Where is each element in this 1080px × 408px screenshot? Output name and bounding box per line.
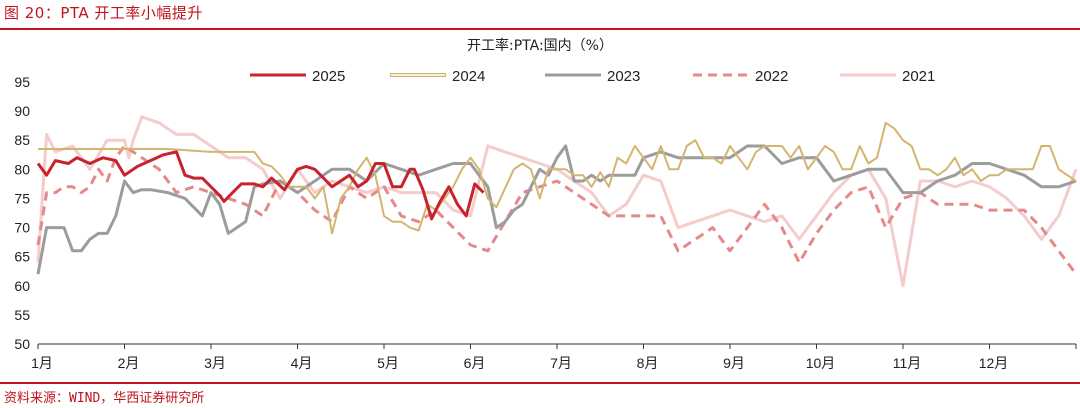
legend-item-2025: 2025 — [250, 68, 345, 85]
series-line-2022 — [36, 144, 1078, 275]
y-tick-label: 70 — [14, 220, 30, 236]
legend-item-2021: 2021 — [840, 68, 935, 85]
legend: 2025 2024 2023 2022 2021 — [250, 68, 935, 85]
series-line-2024 — [38, 121, 1077, 235]
y-tick-label: 65 — [14, 249, 30, 265]
chart-title: 开工率:PTA:国内（%） — [467, 37, 613, 54]
x-tick-label: 2月 — [118, 355, 140, 371]
legend-label: 2022 — [755, 68, 788, 85]
x-tick-label: 10月 — [806, 355, 836, 371]
legend-item-2023: 2023 — [545, 68, 640, 85]
legend-label: 2021 — [902, 68, 935, 85]
source-note: 资料来源：WIND，华西证券研究所 — [4, 391, 205, 406]
x-tick-label: 8月 — [637, 355, 659, 371]
figure-title: 图 20：PTA 开工率小幅提升 — [4, 4, 203, 22]
x-tick-label: 3月 — [204, 355, 226, 371]
y-tick-label: 90 — [14, 103, 30, 119]
bottom-rule — [0, 382, 1080, 384]
x-tick-label: 6月 — [464, 355, 486, 371]
x-tick-label: 1月 — [31, 355, 53, 371]
y-tick-label: 85 — [14, 132, 30, 148]
series-line-2025 — [36, 150, 485, 221]
legend-label: 2025 — [312, 68, 345, 85]
y-tick-label: 55 — [14, 307, 30, 323]
top-rule — [0, 28, 1080, 30]
legend-item-2022: 2022 — [693, 68, 788, 85]
x-tick-label: 9月 — [723, 355, 745, 371]
series-line-2023 — [36, 144, 1077, 275]
series-line-2021 — [36, 115, 1078, 288]
y-tick-label: 80 — [14, 161, 30, 177]
y-tick-label: 50 — [14, 336, 30, 352]
plot-area — [36, 115, 1078, 288]
x-axis: 1月 2月 3月 4月 5月 6月 7月 8月 9月 10月 11月 12月 — [31, 343, 1077, 371]
x-tick-label: 11月 — [893, 355, 922, 371]
legend-label: 2023 — [607, 68, 640, 85]
x-tick-label: 12月 — [979, 355, 1009, 371]
legend-item-2024: 2024 — [390, 68, 485, 85]
x-tick-label: 4月 — [291, 355, 313, 371]
x-tick-label: 7月 — [550, 355, 572, 371]
x-tick-label: 5月 — [377, 355, 399, 371]
legend-label: 2024 — [452, 68, 485, 85]
y-tick-label: 75 — [14, 190, 30, 206]
y-tick-label: 60 — [14, 278, 30, 294]
pta-operating-rate-chart: 开工率:PTA:国内（%） 2025 2024 2023 2022 2021 50 55 6… — [14, 37, 1078, 371]
y-tick-label: 95 — [14, 74, 30, 90]
y-axis: 50 55 60 65 70 75 80 85 90 95 — [14, 74, 30, 352]
